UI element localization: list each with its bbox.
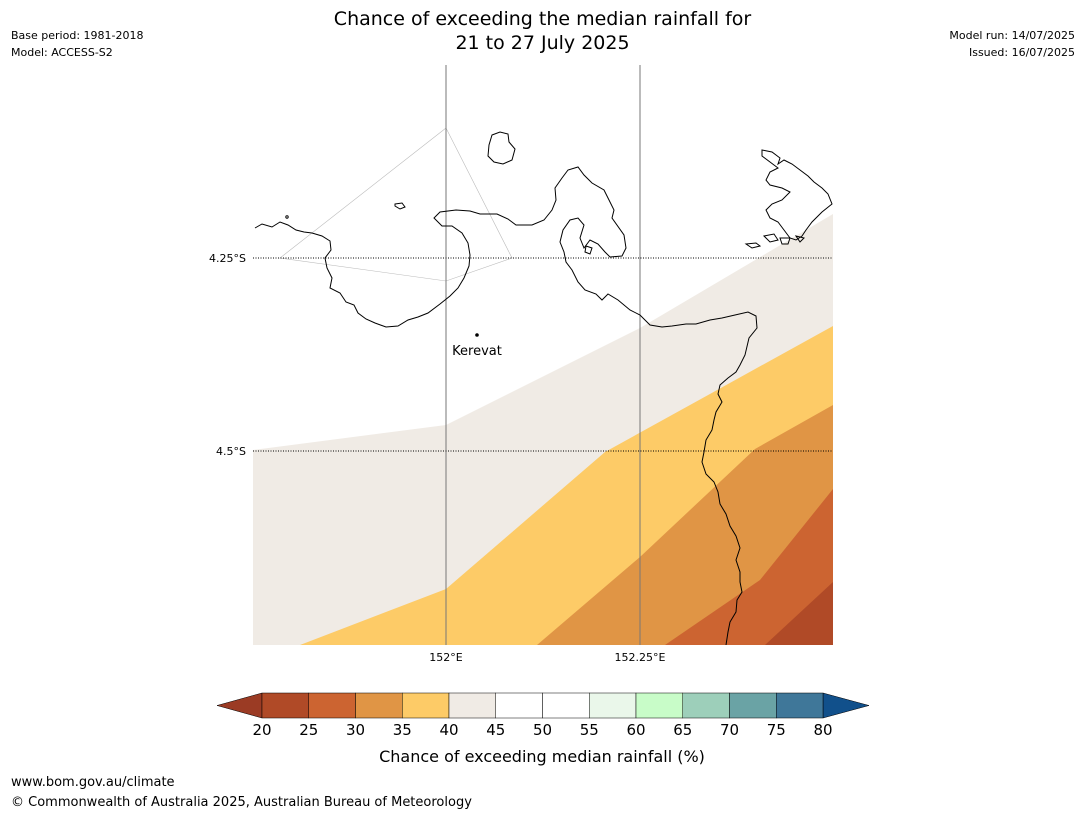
colorbar: 20 25 30 35 40 45 50 55 60 65 70 75 80 Chance of exc… xyxy=(216,692,870,766)
title-line-2: 21 to 27 July 2025 xyxy=(455,32,630,54)
colorbar-tick-label: 45 xyxy=(486,721,505,739)
colorbar-tick-label: 50 xyxy=(533,721,552,739)
islet-east-4 xyxy=(794,235,805,243)
lat-label-4-5: 4.5°S xyxy=(216,445,246,458)
coastlines xyxy=(254,131,833,645)
colorbar-segment xyxy=(448,692,496,719)
base-period: Base period: 1981-2018 xyxy=(11,29,144,42)
title-line-1: Chance of exceeding the median rainfall … xyxy=(333,8,752,30)
meta-right: Model run: 14/07/2025 Issued: 16/07/2025 xyxy=(949,27,1075,61)
colorbar-segment xyxy=(589,692,637,719)
map-area: Kerevat xyxy=(253,65,833,645)
colorbar-tick-label: 20 xyxy=(252,721,271,739)
colorbar-tick-label: 80 xyxy=(813,721,832,739)
lon-label-152: 152°E xyxy=(429,651,462,664)
colorbar-tick-label: 75 xyxy=(767,721,786,739)
colorbar-label: Chance of exceeding median rainfall (%) xyxy=(379,747,705,766)
coastline-main xyxy=(254,166,758,645)
colorbar-segment xyxy=(308,692,356,719)
colorbar-tick-label: 55 xyxy=(580,721,599,739)
rainfall-map: Kerevat 4.25°S 4.5°S 152°E 152.25°E xyxy=(209,65,833,664)
colorbar-tick-label: 40 xyxy=(439,721,458,739)
colorbar-segment xyxy=(495,692,543,719)
kerevat-marker xyxy=(475,333,479,337)
map-title: Chance of exceeding the median rainfall … xyxy=(0,7,1085,55)
colorbar-tick-label: 30 xyxy=(346,721,365,739)
colorbar-segment xyxy=(542,692,590,719)
islet-west xyxy=(394,202,406,210)
colorbar-tick-label: 60 xyxy=(626,721,645,739)
colorbar-tick-label: 70 xyxy=(720,721,739,739)
islet-west-dot xyxy=(285,215,289,219)
colorbar-tick-label: 65 xyxy=(673,721,692,739)
colorbar-segment xyxy=(261,692,309,719)
islet-east-2 xyxy=(762,233,779,243)
island-north xyxy=(487,131,516,165)
island-east xyxy=(761,149,833,241)
colorbar-segment xyxy=(776,692,824,719)
colorbar-segment xyxy=(682,692,730,719)
colorbar-segment xyxy=(729,692,777,719)
lon-label-152-25: 152.25°E xyxy=(615,651,666,664)
islet-bay xyxy=(584,245,593,255)
colorbar-tick-label: 35 xyxy=(393,721,412,739)
issued-date: Issued: 16/07/2025 xyxy=(968,46,1075,59)
islet-east-1 xyxy=(744,242,762,249)
colorbar-high-extend xyxy=(822,692,870,719)
footer-copyright: © Commonwealth of Australia 2025, Austra… xyxy=(11,795,472,810)
kerevat-label: Kerevat xyxy=(452,344,502,359)
meta-left: Base period: 1981-2018 Model: ACCESS-S2 xyxy=(11,27,143,61)
colorbar-segment xyxy=(402,692,450,719)
colorbar-segments xyxy=(261,692,824,719)
colorbar-low-extend xyxy=(216,692,263,719)
footer-url[interactable]: www.bom.gov.au/climate xyxy=(11,775,175,790)
colorbar-segment xyxy=(635,692,683,719)
model-name: Model: ACCESS-S2 xyxy=(11,46,113,59)
colorbar-tick-label: 25 xyxy=(299,721,318,739)
lat-label-4-25: 4.25°S xyxy=(209,252,246,265)
band-below-20 xyxy=(765,582,833,645)
islet-east-3 xyxy=(779,237,791,245)
model-run: Model run: 14/07/2025 xyxy=(949,29,1075,42)
colorbar-segment xyxy=(355,692,403,719)
band-20-25 xyxy=(665,489,833,645)
colorbar-ticks: 20 25 30 35 40 45 50 55 60 65 70 75 80 xyxy=(252,721,832,739)
